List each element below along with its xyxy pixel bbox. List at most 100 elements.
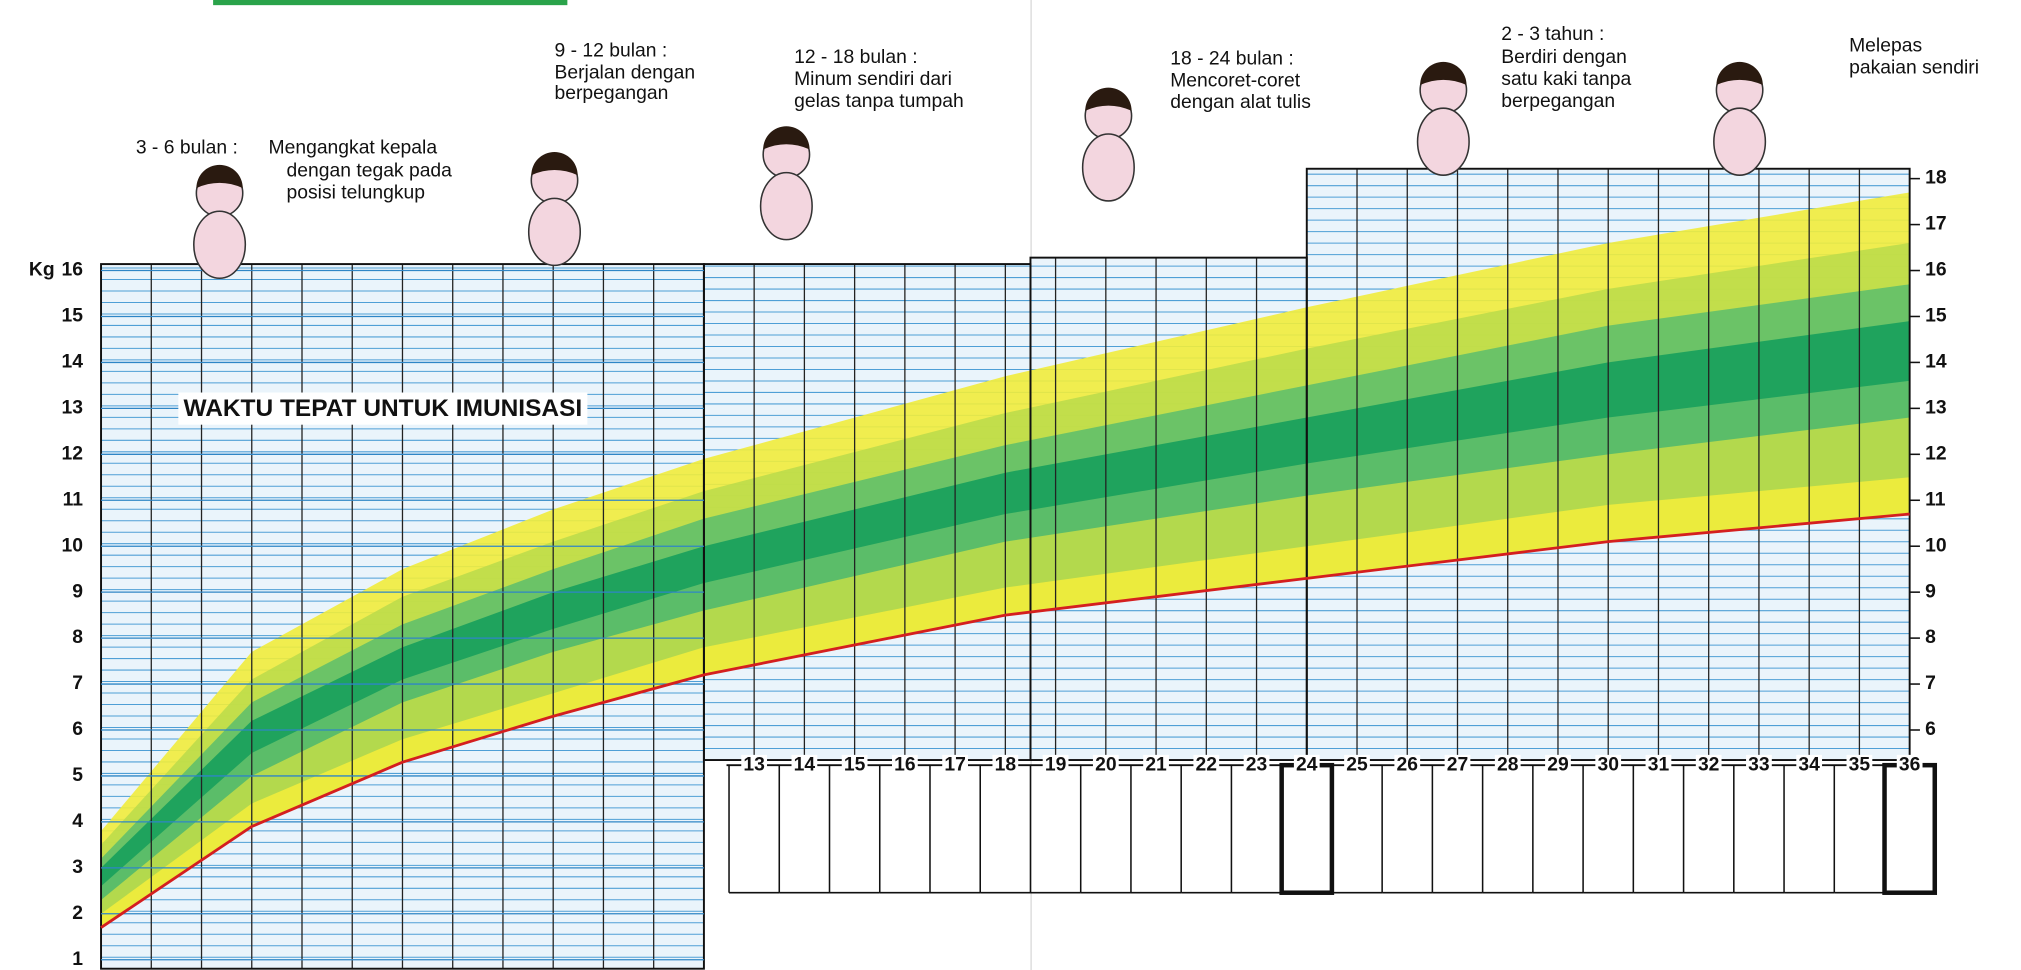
x-tick-label: 21 [1145, 754, 1167, 775]
y2-tick-label: 14 [1925, 352, 1947, 373]
label-bg [1796, 754, 1823, 776]
x-tick-label: 24 [1296, 754, 1318, 775]
child-hair [1085, 87, 1132, 111]
child-body [1416, 107, 1470, 176]
milestone-text: 9 - 12 bulan : [554, 41, 667, 62]
milestone-text: Minum sendiri dari [794, 69, 952, 90]
label-bg [741, 754, 768, 776]
label-bg [1494, 754, 1521, 776]
child-hair [196, 164, 243, 189]
label-bg [1092, 754, 1119, 776]
x-tick-label: 26 [1397, 754, 1419, 775]
label-bg [942, 754, 968, 776]
x-tick-label: 22 [1196, 754, 1217, 775]
label-bg [1595, 754, 1622, 776]
milestone-text: Melepas [1849, 35, 1922, 56]
label-bg [1846, 754, 1873, 776]
y2-tick-label: 6 [1925, 719, 1936, 740]
highlight-box [1279, 762, 1335, 895]
y2-tick-label: 12 [1925, 443, 1946, 464]
milestone-text: satu kaki tanpa [1501, 69, 1631, 90]
x-tick-label: 18 [995, 754, 1017, 775]
label-bg [1645, 754, 1672, 776]
label-bg [1695, 754, 1722, 776]
x-tick-label: 30 [1597, 754, 1618, 775]
label-bg [1042, 754, 1069, 776]
x-tick-label: 32 [1698, 754, 1719, 775]
x-tick-label: 23 [1246, 754, 1268, 775]
milestone-text: Mencoret-coret [1170, 70, 1301, 91]
y-tick-label: 2 [72, 903, 83, 924]
child-body [1713, 107, 1767, 176]
label-bg [1746, 754, 1772, 776]
top-strip [213, 0, 568, 6]
y-tick-label: 8 [72, 627, 83, 648]
highlight-box [1882, 762, 1938, 895]
label-bg [1394, 754, 1421, 776]
milestone-text: berpegangan [1501, 91, 1615, 112]
label-bg [841, 754, 868, 776]
x-tick-label: 13 [743, 754, 765, 775]
x-tick-label: 29 [1547, 754, 1569, 775]
label-bg [1143, 754, 1169, 776]
label-bg [1243, 754, 1270, 776]
milestone-text: pakaian sendiri [1849, 57, 1979, 78]
y-tick-label: 3 [72, 857, 83, 878]
milestone-text: posisi telungkup [287, 182, 426, 203]
x-tick-label: 14 [794, 754, 816, 775]
y-tick-label: 6 [72, 719, 83, 740]
y-tick-label: 4 [72, 811, 83, 832]
label-bg [1896, 754, 1923, 776]
x-tick-label: 28 [1497, 754, 1519, 775]
label-bg [1545, 754, 1571, 776]
x-tick-label: 25 [1346, 754, 1368, 775]
label-bg [1293, 754, 1320, 776]
y-tick-label: 1 [72, 949, 83, 970]
y-tick-label: 11 [63, 489, 84, 510]
y2-tick-label: 11 [1925, 489, 1946, 510]
x-tick-label: 35 [1849, 754, 1871, 775]
y-tick-label: 5 [72, 765, 83, 786]
label-bg [1444, 754, 1471, 776]
label-bg [791, 754, 818, 776]
x-tick-label: 19 [1045, 754, 1067, 775]
y2-tick-label: 7 [1925, 673, 1936, 694]
x-tick-label: 36 [1899, 754, 1921, 775]
red-line [100, 512, 1910, 929]
y-tick-label: 15 [62, 306, 84, 327]
y-tick-label: 12 [62, 443, 83, 464]
milestone-text: Berjalan dengan [554, 63, 695, 84]
x-tick-label: 31 [1648, 754, 1670, 775]
y2-tick-label: 9 [1925, 581, 1936, 602]
milestone-text: berpegangan [554, 83, 668, 104]
x-tick-label: 27 [1447, 754, 1468, 775]
y-tick-label: 16 [62, 260, 84, 281]
y-axis-label: Kg [29, 260, 55, 281]
label-bg [1193, 754, 1220, 776]
milestone-text: dengan alat tulis [1170, 92, 1311, 113]
child-body [1081, 133, 1135, 202]
x-tick-label: 15 [844, 754, 866, 775]
x-tick-label: 34 [1798, 754, 1820, 775]
x-tick-label: 17 [944, 754, 965, 775]
growth-band [101, 477, 1910, 928]
label-bg [891, 754, 918, 776]
label-bg [992, 754, 1019, 776]
y-tick-label: 7 [72, 673, 83, 694]
child-body [527, 197, 582, 267]
y2-tick-label: 18 [1925, 168, 1947, 189]
banner: WAKTU TEPAT UNTUK IMUNISASI [183, 395, 582, 422]
y2-tick-label: 13 [1925, 397, 1947, 418]
y2-tick-label: 16 [1925, 260, 1947, 281]
x-tick-label: 16 [894, 754, 916, 775]
y-tick-label: 14 [62, 352, 84, 373]
milestone-text: Mengangkat kepala [269, 137, 438, 158]
milestone-text: Berdiri dengan [1501, 47, 1627, 68]
y-tick-label: 9 [72, 581, 83, 602]
child-body [759, 171, 813, 241]
banner-bg [178, 392, 588, 425]
child-body [193, 210, 247, 280]
child-hair [531, 152, 578, 176]
y-tick-label: 13 [62, 397, 84, 418]
